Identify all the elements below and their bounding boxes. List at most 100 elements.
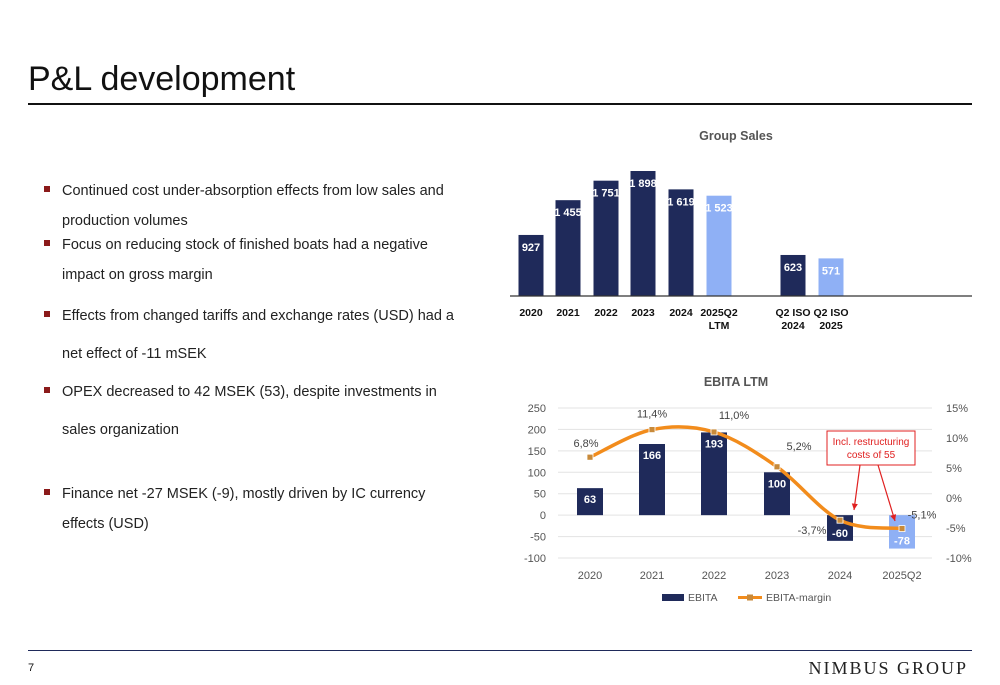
right-axis-tick: 5% <box>946 463 962 475</box>
group-sales-chart: Group Sales 927 2020 1 455 2021 1 751 2022 1 89… <box>510 129 972 332</box>
ebita-bar <box>764 472 790 516</box>
sales-category-label: LTM <box>709 320 730 332</box>
ebita-category-label: 2022 <box>702 570 726 582</box>
margin-point <box>710 428 718 436</box>
sales-bar <box>706 195 732 296</box>
restructuring-callout-box <box>826 430 916 466</box>
sales-bar <box>630 171 656 296</box>
sales-category-label: 2023 <box>631 307 655 319</box>
restructuring-callout-text: costs of 55 <box>847 450 896 461</box>
bullet-marker-icon <box>44 311 50 317</box>
bullet-item: Continued cost under-absorption effects … <box>44 176 464 236</box>
company-logo: NIMBUS GROUP <box>808 658 968 678</box>
ebita-bar <box>701 432 727 516</box>
bullet-marker-icon <box>44 186 50 192</box>
margin-value-label: 11,4% <box>637 409 668 421</box>
sales-value-label: 1 455 <box>554 207 582 219</box>
sales-value-label: 927 <box>522 242 540 254</box>
sales-category-label: 2021 <box>556 307 580 319</box>
bullet-marker-icon <box>44 240 50 246</box>
right-axis-tick: 15% <box>946 403 968 415</box>
left-axis-tick: 150 <box>528 446 546 458</box>
sales-value-label: 623 <box>784 262 802 274</box>
ebita-value-label: 193 <box>705 438 723 450</box>
sales-bar <box>780 254 806 296</box>
left-axis-tick: 250 <box>528 403 546 415</box>
chart-title: EBITA LTM <box>704 375 768 389</box>
bullet-item: Finance net -27 MSEK (-9), mostly driven… <box>44 479 464 539</box>
sales-category-label: 2022 <box>594 307 618 319</box>
margin-line <box>588 425 904 531</box>
margin-point <box>898 525 906 533</box>
page-number: 7 <box>28 662 35 674</box>
callout-arrow <box>877 464 896 522</box>
left-axis-tick: -50 <box>530 532 546 544</box>
sales-category-label: 2020 <box>519 307 543 319</box>
ebita-category-label: 2020 <box>578 570 602 582</box>
bullet-item: OPEX decreased to 42 MSEK (53), despite … <box>44 373 464 449</box>
bullet-marker-icon <box>44 387 50 393</box>
title-divider <box>28 103 972 105</box>
sales-value-label: 1 523 <box>705 203 733 215</box>
sales-bar <box>518 234 544 296</box>
margin-value-label: -5,1% <box>908 510 937 522</box>
bullet-text: Finance net -27 MSEK (-9), mostly driven… <box>62 486 426 532</box>
right-axis-tick: 0% <box>946 493 962 505</box>
sales-bar <box>818 258 844 296</box>
bullet-text: Focus on reducing stock of finished boat… <box>62 237 428 283</box>
ebita-value-label: 166 <box>643 450 661 462</box>
ebita-value-label: -78 <box>894 536 910 548</box>
sales-bar <box>593 180 619 296</box>
ebita-category-label: 2024 <box>828 570 852 582</box>
left-axis-tick: 100 <box>528 467 546 479</box>
ebita-ltm-chart: EBITA LTM 250 200 150 100 50 0 -50 -100 15% 10% 5% 0… <box>524 375 972 604</box>
bullet-item: Effects from changed tariffs and exchang… <box>44 297 464 373</box>
ebita-category-label: 2025Q2 <box>882 570 921 582</box>
sales-value-label: 1 751 <box>592 188 620 200</box>
margin-point <box>773 463 781 471</box>
ebita-bar <box>639 444 665 516</box>
sales-value-label: 1 898 <box>629 178 657 190</box>
margin-value-label: -3,7% <box>798 525 827 537</box>
bullet-item: Focus on reducing stock of finished boat… <box>44 230 464 290</box>
chart-title: Group Sales <box>699 129 773 143</box>
page-title: P&L development <box>28 60 296 98</box>
sales-category-label: 2025Q2 <box>700 307 738 319</box>
left-axis-tick: 200 <box>528 424 546 436</box>
ebita-category-label: 2021 <box>640 570 664 582</box>
callout-arrow <box>853 464 861 511</box>
ebita-value-label: -60 <box>832 528 848 540</box>
right-axis-tick: -10% <box>946 553 972 565</box>
sales-value-label: 571 <box>822 265 840 277</box>
sales-bar <box>668 189 694 296</box>
right-axis-tick: -5% <box>946 523 966 535</box>
bullet-text: Effects from changed tariffs and exchang… <box>62 308 454 362</box>
callout-arrowhead <box>851 503 858 510</box>
sales-bar <box>555 200 581 296</box>
left-axis-tick: 50 <box>534 489 546 501</box>
sales-category-label: Q2 ISO <box>775 307 810 319</box>
margin-value-label: 11,0% <box>719 410 750 422</box>
margin-value-label: 6,8% <box>573 438 598 450</box>
sales-category-label: 2025 <box>819 320 843 332</box>
margin-value-label: 5,2% <box>786 441 811 453</box>
bullet-marker-icon <box>44 489 50 495</box>
legend-margin-label: EBITA-margin <box>766 592 831 604</box>
callout-arrowhead <box>890 514 897 521</box>
legend-ebita-label: EBITA <box>688 592 718 604</box>
right-axis-tick: 10% <box>946 433 968 445</box>
ebita-value-label: 63 <box>584 494 596 506</box>
left-axis-tick: 0 <box>540 510 546 522</box>
sales-value-label: 1 619 <box>667 196 695 208</box>
ebita-bar <box>577 488 603 516</box>
legend-ebita-swatch <box>662 594 684 601</box>
ebita-category-label: 2023 <box>765 570 789 582</box>
sales-category-label: 2024 <box>781 320 805 332</box>
margin-point <box>836 516 844 524</box>
restructuring-callout-text: Incl. restructuring <box>833 437 910 448</box>
ebita-value-label: 100 <box>768 478 786 490</box>
bullet-text: Continued cost under-absorption effects … <box>62 183 444 229</box>
bullet-text: OPEX decreased to 42 MSEK (53), despite … <box>62 384 437 438</box>
left-axis-tick: -100 <box>524 553 546 565</box>
sales-category-label: 2024 <box>669 307 693 319</box>
